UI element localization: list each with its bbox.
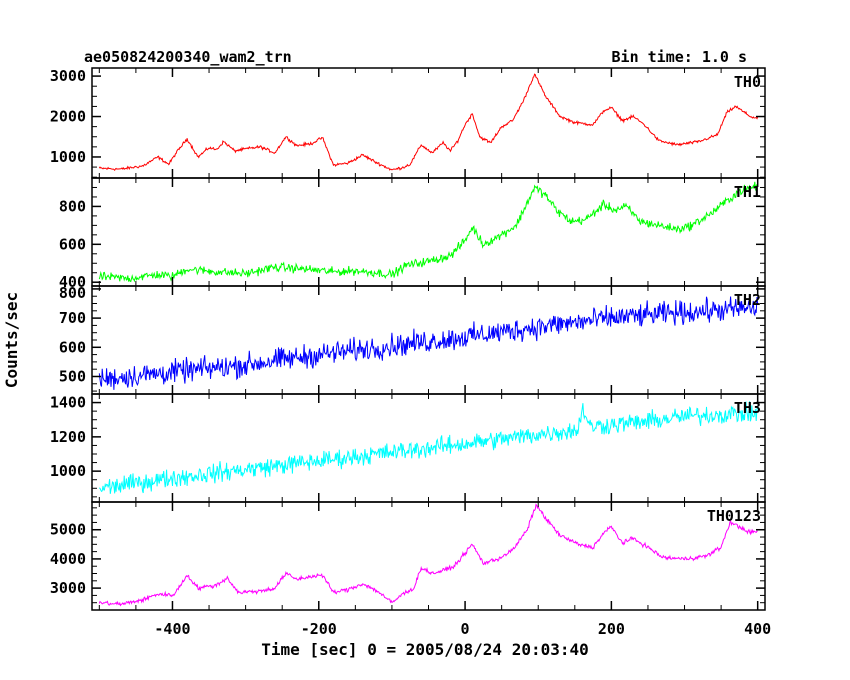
x-tick-label: -400 (154, 620, 190, 638)
y-tick-label: 600 (59, 338, 86, 356)
y-tick-label: 3000 (50, 579, 86, 597)
x-axis-label: Time [sec] 0 = 2005/08/24 20:03:40 (261, 640, 589, 659)
x-tick-label: 400 (744, 620, 771, 638)
panel-label-th3: TH3 (734, 399, 761, 417)
x-tick-label: 0 (461, 620, 470, 638)
panel-label-th2: TH2 (734, 291, 761, 309)
y-tick-label: 1000 (50, 462, 86, 480)
panel-label-th0123: TH0123 (707, 507, 761, 525)
y-tick-label: 400 (59, 273, 86, 291)
y-tick-label: 1200 (50, 428, 86, 446)
series-line-th0 (98, 73, 759, 171)
y-tick-label: 4000 (50, 550, 86, 568)
x-tick-label: -200 (301, 620, 337, 638)
y-tick-label: 800 (59, 197, 86, 215)
y-tick-label: 3000 (50, 67, 86, 85)
panel-label-th1: TH1 (734, 183, 761, 201)
panel-frame-th0123 (91, 501, 766, 611)
series-line-th3 (99, 401, 758, 494)
series-line-th0123 (98, 503, 758, 607)
y-tick-label: 1400 (50, 394, 86, 412)
chart-title: ae050824200340_wam2_trn (84, 48, 292, 66)
y-tick-label: 1000 (50, 148, 86, 166)
y-tick-label: 5000 (50, 521, 86, 539)
series-line-th2 (98, 296, 759, 390)
panel-label-th0: TH0 (734, 73, 761, 91)
y-tick-label: 500 (59, 367, 86, 385)
y-tick-label: 800 (59, 284, 86, 302)
y-tick-label: 2000 (50, 108, 86, 126)
y-axis-label: Counts/sec (2, 292, 21, 388)
bin-time-label: Bin time: 1.0 s (612, 48, 747, 66)
panel-frame-th0 (91, 67, 766, 179)
y-tick-label: 600 (59, 235, 86, 253)
y-tick-label: 700 (59, 309, 86, 327)
series-line-th1 (98, 181, 759, 283)
x-tick-label: 200 (598, 620, 625, 638)
